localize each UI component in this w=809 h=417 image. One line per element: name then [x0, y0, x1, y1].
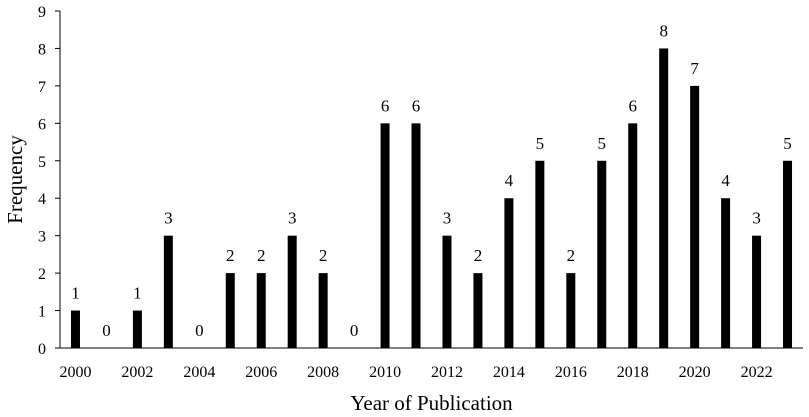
data-label-2015: 5	[536, 134, 545, 153]
y-tick-label: 9	[38, 4, 46, 21]
bar-2010	[380, 123, 390, 348]
x-tick-label: 2000	[59, 364, 91, 381]
x-tick-label: 2004	[183, 364, 215, 381]
data-label-2008: 2	[319, 246, 328, 265]
bars	[70, 48, 793, 348]
y-tick-label: 5	[38, 154, 46, 171]
x-tick-label: 2016	[555, 364, 587, 381]
data-label-2005: 2	[226, 246, 235, 265]
data-label-2023: 5	[783, 134, 792, 153]
data-label-2020: 7	[690, 59, 699, 78]
data-label-2014: 4	[505, 171, 514, 190]
bar-2007	[287, 235, 297, 348]
bar-2023	[783, 160, 793, 348]
bar-2005	[225, 273, 235, 348]
data-label-2003: 3	[164, 209, 173, 228]
bar-2015	[535, 160, 545, 348]
data-label-2007: 3	[288, 209, 297, 228]
y-tick-label: 7	[38, 79, 46, 96]
bar-2013	[473, 273, 483, 348]
x-tick-label: 2012	[431, 364, 463, 381]
x-tick-label: 2020	[679, 364, 711, 381]
bar-2017	[597, 160, 607, 348]
data-label-2004: 0	[195, 321, 204, 340]
y-axis-ticks: 0 1 2 3 4 5 6 7 8 9	[38, 4, 60, 358]
x-tick-label: 2018	[617, 364, 649, 381]
data-label-2011: 6	[412, 96, 421, 115]
x-axis-ticks: 2000 2002 2004 2006 2008 2010 2012 2014 2016 2018…	[59, 364, 772, 381]
data-label-2013: 2	[474, 246, 483, 265]
y-tick-label: 2	[38, 266, 46, 283]
y-tick-label: 6	[38, 116, 46, 133]
y-axis-title: Frequency	[3, 135, 27, 224]
y-tick-label: 8	[38, 41, 46, 58]
data-label-2010: 6	[381, 96, 390, 115]
x-axis-title: Year of Publication	[350, 391, 513, 415]
bar-2002	[132, 310, 142, 348]
bar-2021	[721, 198, 731, 348]
x-tick-label: 2022	[741, 364, 773, 381]
data-label-2002: 1	[133, 284, 142, 303]
x-tick-label: 2002	[121, 364, 153, 381]
data-label-2018: 6	[628, 96, 637, 115]
bar-2014	[504, 198, 514, 348]
bar-2012	[442, 235, 452, 348]
data-label-2021: 4	[721, 171, 730, 190]
x-tick-label: 2010	[369, 364, 401, 381]
x-tick-label: 2014	[493, 364, 525, 381]
data-label-2016: 2	[567, 246, 576, 265]
data-label-2022: 3	[752, 209, 761, 228]
data-label-2000: 1	[71, 284, 80, 303]
data-label-2019: 8	[659, 21, 668, 40]
x-tick-label: 2008	[307, 364, 339, 381]
bar-2003	[163, 235, 173, 348]
y-tick-label: 4	[38, 191, 46, 208]
y-tick-label: 0	[38, 341, 46, 358]
data-label-2009: 0	[350, 321, 359, 340]
data-labels: 1 0 1 3 0 2 2 3 2 0 6 6 3 2 4 5 2 5 6 8 7 4 3 5	[71, 21, 792, 340]
y-tick-label: 1	[38, 304, 46, 321]
data-label-2012: 3	[443, 209, 452, 228]
bar-2018	[628, 123, 638, 348]
data-label-2006: 2	[257, 246, 266, 265]
bar-2016	[566, 273, 576, 348]
bar-2020	[690, 85, 700, 348]
bar-2000	[70, 310, 80, 348]
bar-2008	[318, 273, 328, 348]
x-tick-label: 2006	[245, 364, 277, 381]
y-tick-label: 3	[38, 229, 46, 246]
data-label-2001: 0	[102, 321, 111, 340]
axes	[59, 11, 803, 349]
bar-2019	[659, 48, 669, 348]
bar-2006	[256, 273, 266, 348]
bar-2011	[411, 123, 421, 348]
bar-2022	[752, 235, 762, 348]
data-label-2017: 5	[598, 134, 607, 153]
